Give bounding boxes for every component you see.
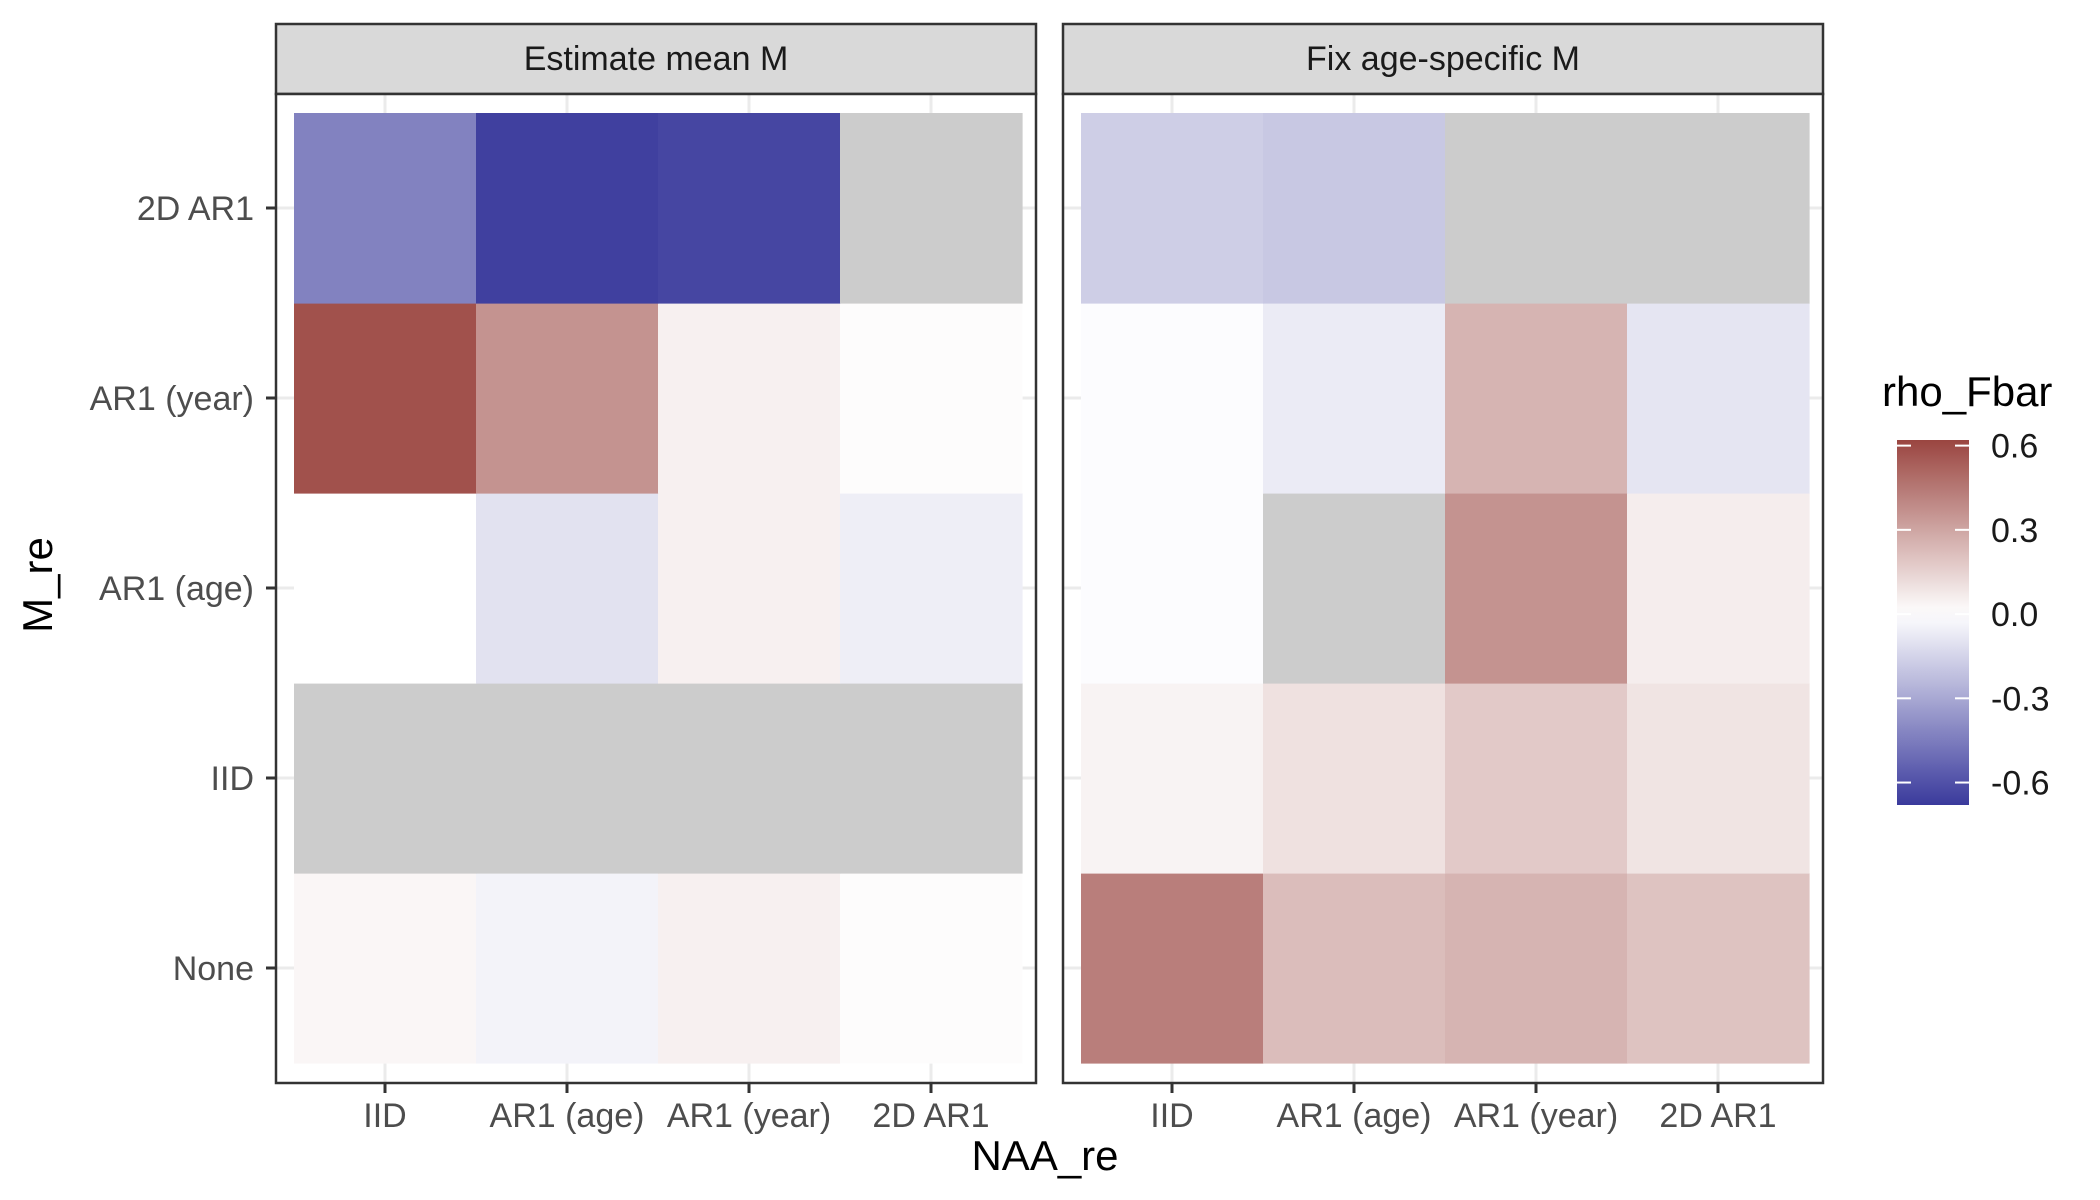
x-axis: IID AR1 (age) AR1 (year) 2D AR1 IID AR1 (age)…: [363, 1083, 1777, 1135]
heatmap-cell: [1627, 683, 1810, 874]
y-tick-label: AR1 (year): [90, 380, 254, 418]
x-tick-label: 2D AR1: [872, 1097, 989, 1135]
heatmap-cell: [476, 303, 659, 494]
heatmap-cell: [658, 683, 841, 874]
y-tick-label: 2D AR1: [137, 190, 254, 228]
x-tick-label: IID: [363, 1097, 406, 1135]
facet-panel: Fix age-specific M: [1061, 22, 1825, 1085]
heatmap-cell: [658, 493, 841, 684]
y-tick-label: IID: [211, 760, 254, 798]
heatmap-cell: [1263, 303, 1446, 494]
heatmap-cell: [1445, 303, 1628, 494]
heatmap-cell: [294, 493, 477, 684]
heatmap-cell: [1263, 493, 1446, 684]
x-tick-label: AR1 (age): [1277, 1097, 1432, 1135]
heatmap-cell: [1445, 493, 1628, 684]
y-axis: None IID AR1 (age) AR1 (year) 2D AR1: [90, 190, 276, 988]
heatmap-cell: [1081, 303, 1264, 494]
heatmap-cell: [658, 873, 841, 1064]
facet-label: Estimate mean M: [524, 40, 789, 78]
heatmap-cell: [1081, 113, 1264, 304]
y-tick-label: None: [173, 950, 254, 988]
heatmap-cell: [1627, 303, 1810, 494]
heatmap-cell: [840, 303, 1023, 494]
x-tick-label: IID: [1150, 1097, 1193, 1135]
heatmap-cell: [1445, 113, 1628, 304]
facet-label: Fix age-specific M: [1306, 40, 1580, 78]
heatmap-cell: [840, 683, 1023, 874]
legend-tick-label: 0.3: [1991, 512, 2038, 550]
facet-strip: [274, 22, 1038, 96]
x-axis-title: NAA_re: [971, 1132, 1118, 1179]
heatmap-cell: [294, 303, 477, 494]
heatmap-cell: [294, 683, 477, 874]
x-tick-label: 2D AR1: [1659, 1097, 1776, 1135]
heatmap-cell: [840, 493, 1023, 684]
heatmap-cell: [1263, 873, 1446, 1064]
heatmap-cell: [476, 683, 659, 874]
heatmap-cell: [840, 113, 1023, 304]
heatmap-cell: [1263, 683, 1446, 874]
facet-panels: Estimate mean M Fix age-specific M: [274, 22, 1825, 1085]
heatmap-cell: [476, 873, 659, 1064]
heatmap-cell: [658, 303, 841, 494]
legend-colorbar: [1897, 440, 1969, 805]
heatmap-cell: [1445, 683, 1628, 874]
heatmap-cell: [840, 873, 1023, 1064]
legend-tick-label: 0.6: [1991, 428, 2038, 466]
x-tick-label: AR1 (age): [490, 1097, 645, 1135]
heatmap-cell: [1081, 493, 1264, 684]
heatmap-cell: [1081, 683, 1264, 874]
heatmap-cell: [1081, 873, 1264, 1064]
color-legend: rho_Fbar 0.6 0.3 0.0 -0.3 -0.6: [1882, 368, 2052, 805]
heatmap-cell: [1627, 493, 1810, 684]
heatmap-cell: [1627, 873, 1810, 1064]
heatmap-cell: [1263, 113, 1446, 304]
x-tick-label: AR1 (year): [1454, 1097, 1618, 1135]
y-axis-title: M_re: [14, 537, 61, 633]
legend-tick-label: 0.0: [1991, 596, 2038, 634]
heatmap-cell: [294, 873, 477, 1064]
heatmap-cell: [294, 113, 477, 304]
x-tick-label: AR1 (year): [667, 1097, 831, 1135]
heatmap-cell: [476, 493, 659, 684]
legend-tick-label: -0.3: [1991, 680, 2050, 718]
facet-panel: Estimate mean M: [274, 22, 1038, 1085]
heatmap-cell: [1627, 113, 1810, 304]
heatmap-cell: [476, 113, 659, 304]
heatmap-cell: [658, 113, 841, 304]
legend-tick-label: -0.6: [1991, 765, 2050, 803]
y-tick-label: AR1 (age): [99, 570, 254, 608]
heatmap-cell: [1445, 873, 1628, 1064]
panel-border: [1061, 92, 1825, 1085]
legend-title: rho_Fbar: [1882, 368, 2052, 415]
